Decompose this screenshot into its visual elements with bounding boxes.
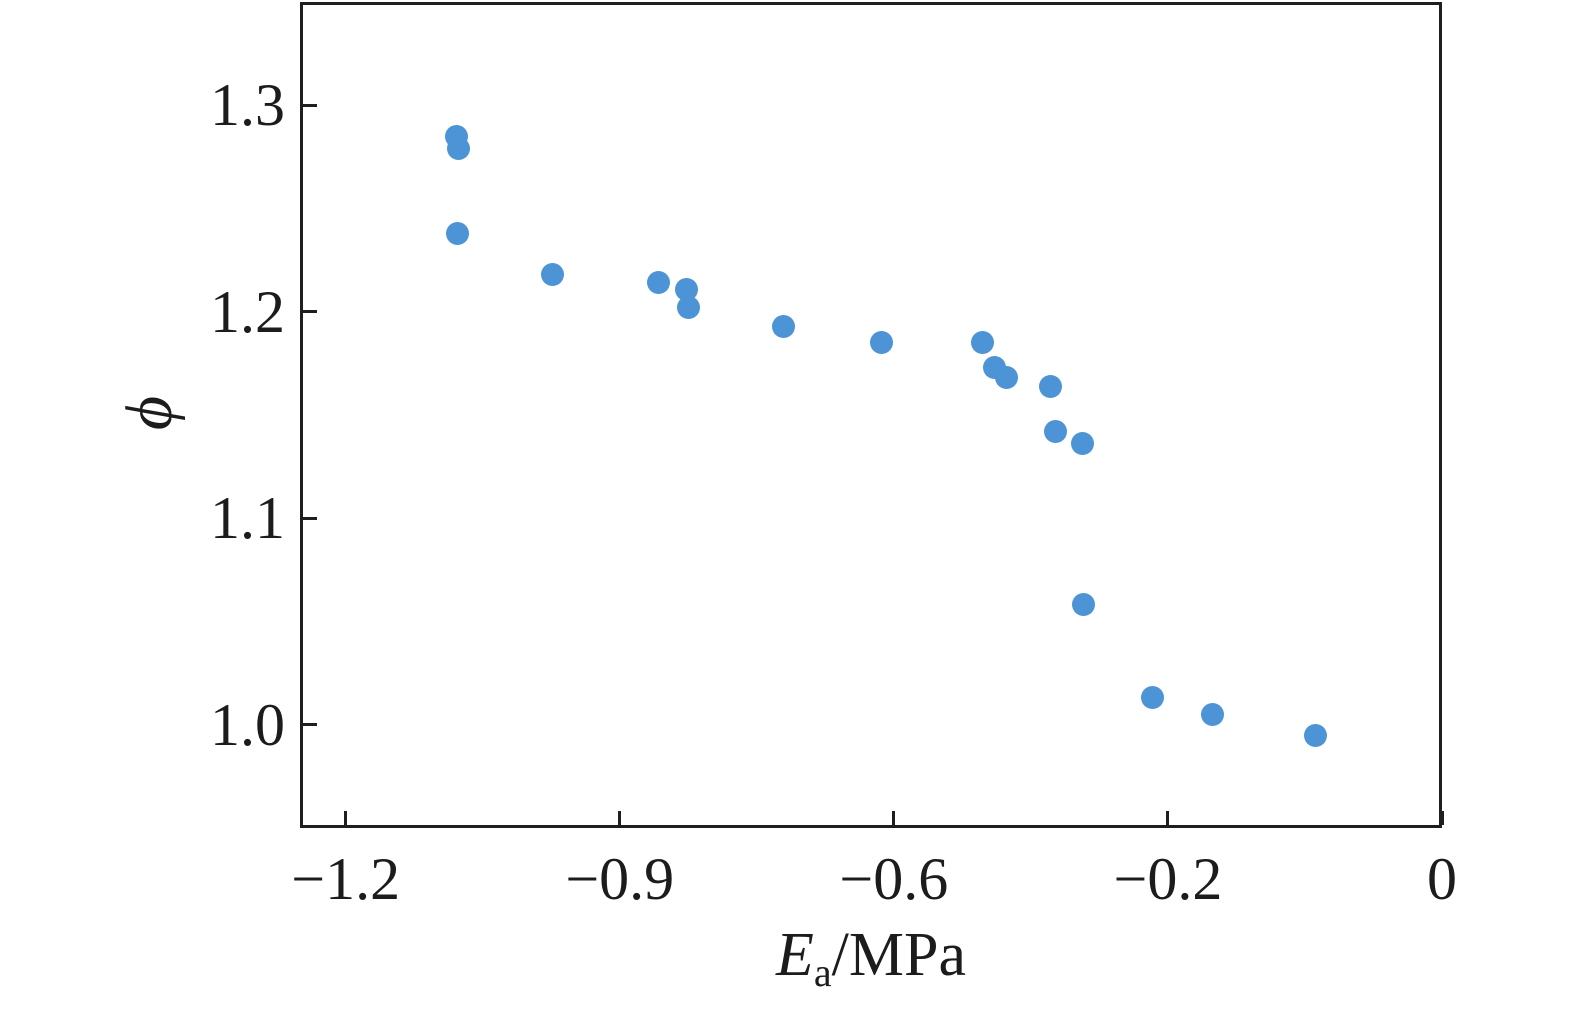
x-axis-tick [1166,811,1170,825]
y-tick-label: 1.2 [210,278,285,345]
data-point [1201,702,1225,726]
data-point [970,331,994,355]
data-point [1039,374,1063,398]
data-point [1140,686,1164,710]
y-axis-tick [303,103,317,107]
data-point [1072,593,1096,617]
x-tick-label: 0 [1427,846,1457,912]
y-tick-label: 1.0 [210,691,285,758]
data-point [1070,432,1094,456]
data-point [446,137,470,161]
data-point [445,221,469,245]
x-axis-tick [892,811,896,825]
y-axis-tick [303,723,317,727]
x-tick-label: −0.6 [839,846,949,912]
x-axis-title-subscript: a [813,950,832,996]
x-tick-label: −1.2 [291,846,401,912]
y-tick-label: 1.3 [210,72,285,139]
data-point [540,263,564,287]
x-axis-tick [618,811,622,825]
y-tick-label: 1.1 [210,485,285,552]
plot-area [300,2,1444,828]
y-axis-title: ϕ [113,395,186,431]
data-point [674,277,698,301]
y-axis-tick [303,516,317,520]
data-point [870,331,894,355]
x-axis-tick [344,811,348,825]
data-point [676,296,700,320]
x-axis-title-unit: /MPa [831,921,966,989]
data-point [1304,723,1328,747]
x-tick-label: −0.2 [1113,846,1223,912]
data-point [1044,420,1068,444]
x-axis-tick [1440,811,1444,825]
x-tick-label: −0.9 [565,846,675,912]
y-axis-tick [303,310,317,314]
data-point [646,271,670,295]
data-point [771,314,795,338]
data-point [994,366,1018,390]
x-axis-title: Ea/MPa [776,918,966,996]
x-axis-title-variable: E [776,921,814,989]
